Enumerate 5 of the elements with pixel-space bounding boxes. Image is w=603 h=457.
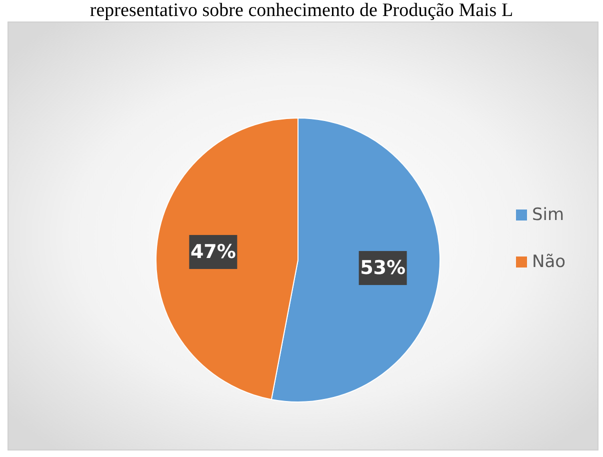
- slice-label: Sim: [532, 205, 564, 225]
- data-label: 53%: [360, 257, 406, 280]
- chart-title: representativo sobre conhecimento de Produção Mais L: [90, 0, 514, 21]
- data-label: 47%: [190, 240, 236, 263]
- legend-label: Não: [532, 252, 566, 272]
